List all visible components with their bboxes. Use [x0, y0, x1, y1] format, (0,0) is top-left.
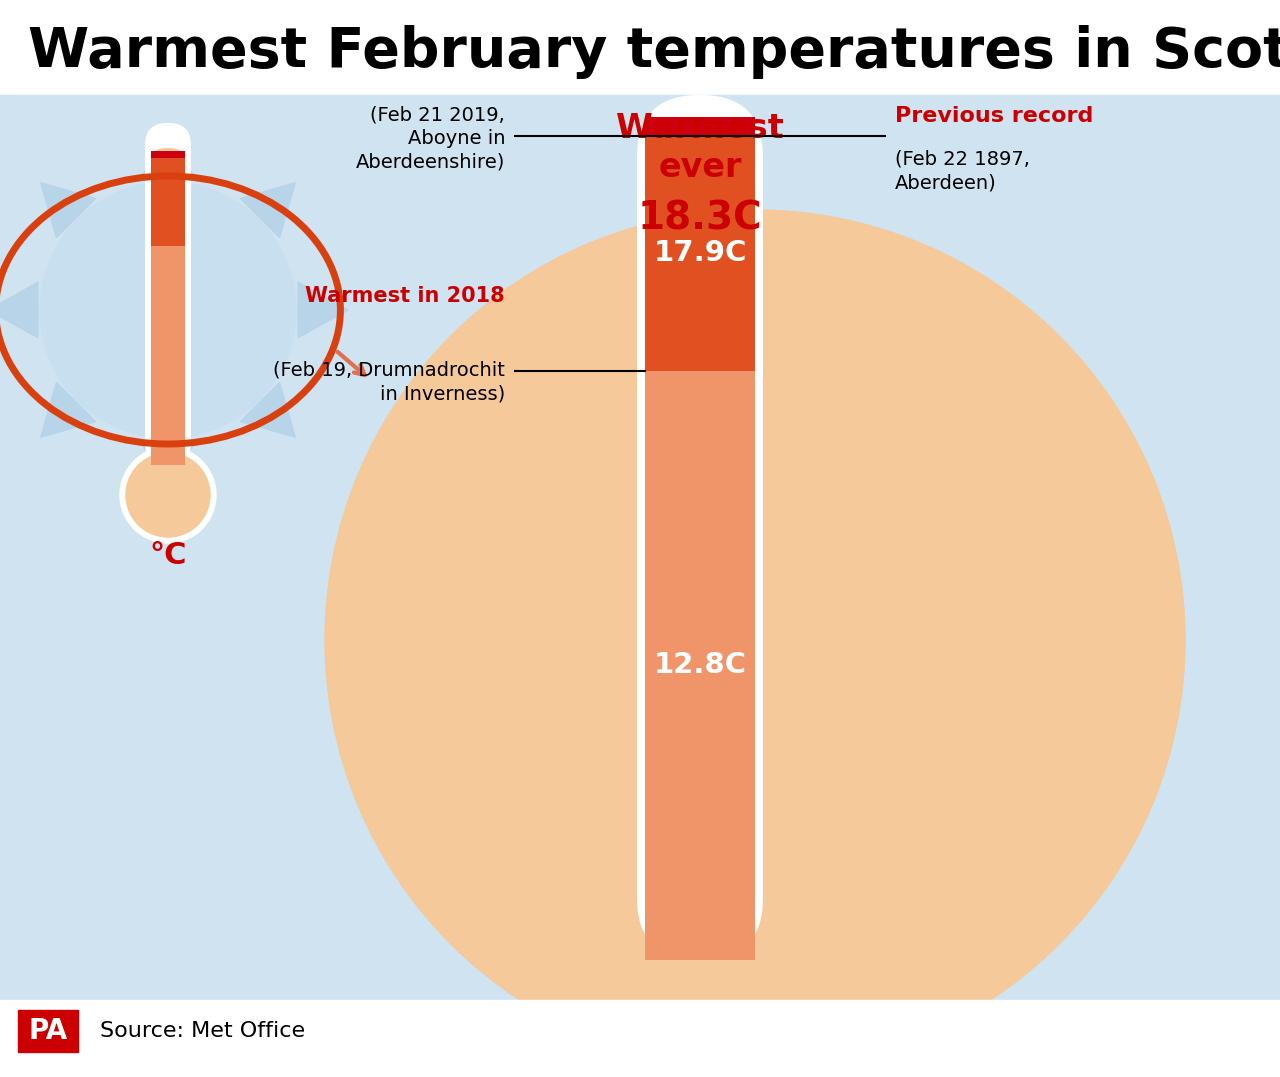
- Circle shape: [125, 453, 210, 537]
- Text: Warmest
ever: Warmest ever: [616, 112, 783, 183]
- Bar: [645, 136, 755, 370]
- Polygon shape: [41, 183, 96, 238]
- Bar: [151, 152, 186, 158]
- Bar: [0, 0, 1280, 95]
- Text: Warmest February temperatures in Scotland: Warmest February temperatures in Scotlan…: [28, 25, 1280, 79]
- Polygon shape: [241, 183, 296, 238]
- Bar: [0, 1001, 1280, 1077]
- Text: Previous record: Previous record: [895, 106, 1093, 126]
- Polygon shape: [141, 440, 196, 490]
- Circle shape: [120, 447, 216, 543]
- Text: (Feb 19, Drumnadrochit
in Inverness): (Feb 19, Drumnadrochit in Inverness): [273, 361, 506, 403]
- Circle shape: [40, 182, 296, 438]
- Polygon shape: [298, 282, 348, 338]
- Text: Warmest in 2018: Warmest in 2018: [306, 285, 506, 306]
- Polygon shape: [241, 382, 296, 437]
- FancyBboxPatch shape: [151, 148, 186, 465]
- Polygon shape: [0, 282, 38, 338]
- Circle shape: [325, 210, 1185, 1071]
- Bar: [0, 95, 1280, 1001]
- Text: (Feb 21 2019,
Aboyne in
Aberdeenshire): (Feb 21 2019, Aboyne in Aberdeenshire): [356, 106, 506, 171]
- Bar: [645, 370, 755, 960]
- Text: 18.3C: 18.3C: [637, 199, 763, 237]
- Text: PA: PA: [28, 1017, 68, 1045]
- Bar: [151, 158, 186, 246]
- Bar: [18, 1010, 78, 1052]
- FancyBboxPatch shape: [145, 123, 191, 465]
- Bar: [151, 246, 186, 465]
- Text: °C: °C: [150, 541, 187, 570]
- Text: Source: Met Office: Source: Met Office: [100, 1021, 305, 1041]
- FancyBboxPatch shape: [637, 95, 763, 960]
- Polygon shape: [41, 382, 96, 437]
- Polygon shape: [141, 130, 196, 180]
- Text: 17.9C: 17.9C: [653, 239, 746, 267]
- Text: 12.8C: 12.8C: [654, 652, 746, 680]
- Text: (Feb 22 1897,
Aberdeen): (Feb 22 1897, Aberdeen): [895, 150, 1030, 192]
- Bar: [645, 117, 755, 136]
